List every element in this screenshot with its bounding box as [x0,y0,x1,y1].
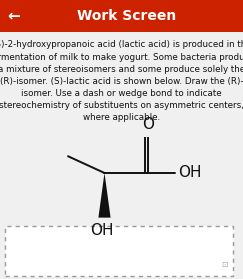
Text: Work Screen: Work Screen [77,9,176,23]
Text: O: O [142,117,154,132]
Text: OH: OH [179,165,202,181]
Polygon shape [98,173,111,218]
Text: ⊡: ⊡ [222,260,228,269]
Bar [5,226,233,276]
Text: (S)-2-hydroxypropanoic acid (lactic acid) is produced in the
fermentation of mil: (S)-2-hydroxypropanoic acid (lactic acid… [0,40,243,122]
Bar [0,0,243,32]
Text: ←: ← [7,9,20,23]
Text: OH: OH [90,223,114,238]
